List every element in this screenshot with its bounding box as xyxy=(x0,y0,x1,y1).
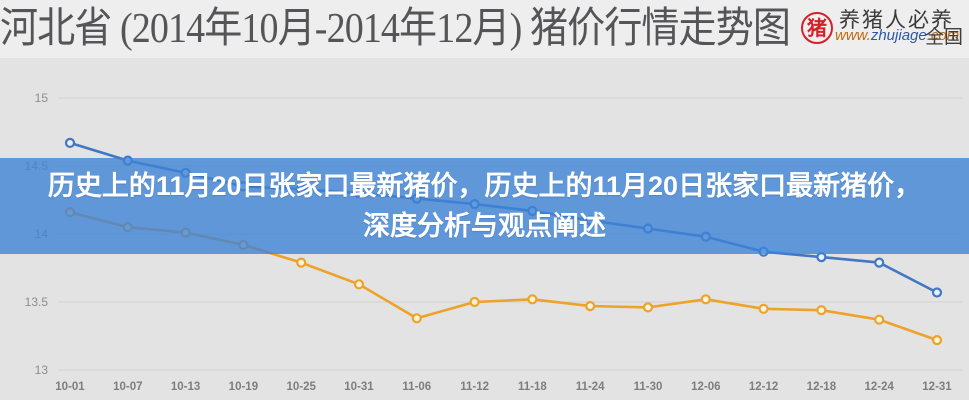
x-axis-tick-label: 11-06 xyxy=(402,381,432,393)
data-point[interactable] xyxy=(874,257,885,268)
y-axis-tick-label: 13.5 xyxy=(24,295,48,309)
data-point[interactable] xyxy=(469,296,480,308)
data-point[interactable] xyxy=(931,335,943,346)
y-axis-tick-label: 13 xyxy=(34,363,48,377)
page-title: 河北省 (2014年10月-2014年12月) 猪价行情走势图 xyxy=(0,6,791,52)
x-axis-tick-label: 10-31 xyxy=(344,381,374,393)
x-axis-tick-label: 12-18 xyxy=(806,381,837,393)
x-axis-tick-label: 12-06 xyxy=(691,381,721,393)
data-point[interactable] xyxy=(64,137,76,149)
x-axis-tick-label: 11-24 xyxy=(575,381,605,393)
site-logo[interactable]: 猪 养猪人必养 www.zhujiage.com 全国 xyxy=(795,4,963,54)
x-axis-tick-label: 10-07 xyxy=(113,381,143,393)
x-axis-tick-label: 10-25 xyxy=(286,381,316,393)
data-point[interactable] xyxy=(816,252,827,263)
logo-brand-tail: 全国 xyxy=(924,27,963,48)
logo-brand-text: 养猪人必养 xyxy=(839,8,954,32)
logo-url-prefix: www. xyxy=(835,27,871,44)
data-point[interactable] xyxy=(411,313,422,324)
data-point[interactable] xyxy=(353,279,365,290)
x-axis-tick-label: 11-30 xyxy=(633,381,663,393)
data-point[interactable] xyxy=(931,287,943,298)
data-point[interactable] xyxy=(816,305,827,316)
overlay-headline: 历史上的11月20日张家口最新猪价，历史上的11月20日张家口最新猪价，深度分析… xyxy=(47,171,922,241)
overlay-banner: 历史上的11月20日张家口最新猪价，历史上的11月20日张家口最新猪价，深度分析… xyxy=(0,158,969,254)
x-axis-tick-label: 12-31 xyxy=(922,381,952,393)
data-point[interactable] xyxy=(296,257,307,268)
data-point[interactable] xyxy=(758,303,769,314)
data-point[interactable] xyxy=(642,302,654,313)
data-point[interactable] xyxy=(585,301,596,312)
data-point[interactable] xyxy=(874,314,885,325)
chart-header: 河北省 (2014年10月-2014年12月) 猪价行情走势图 猪 养猪人必养 … xyxy=(0,0,969,59)
logo-url-suffix: .com xyxy=(926,27,960,44)
logo-url-mid: zhujiage xyxy=(870,27,927,44)
x-axis-tick-label: 10-13 xyxy=(170,381,201,393)
data-point[interactable] xyxy=(527,294,538,305)
x-axis-tick-label: 10-19 xyxy=(228,381,259,393)
logo-url-text: www.zhujiage.com xyxy=(835,27,959,45)
logo-stamp-icon: 猪 xyxy=(801,12,833,44)
data-point[interactable] xyxy=(700,294,711,305)
y-axis-tick-label: 15 xyxy=(34,91,48,105)
x-axis-tick-label: 12-24 xyxy=(864,381,894,393)
x-axis-tick-label: 11-18 xyxy=(518,381,547,393)
x-axis-tick-label: 12-12 xyxy=(748,381,779,393)
x-axis-tick-label: 11-12 xyxy=(460,381,489,393)
x-axis-tick-label: 10-01 xyxy=(55,381,85,393)
